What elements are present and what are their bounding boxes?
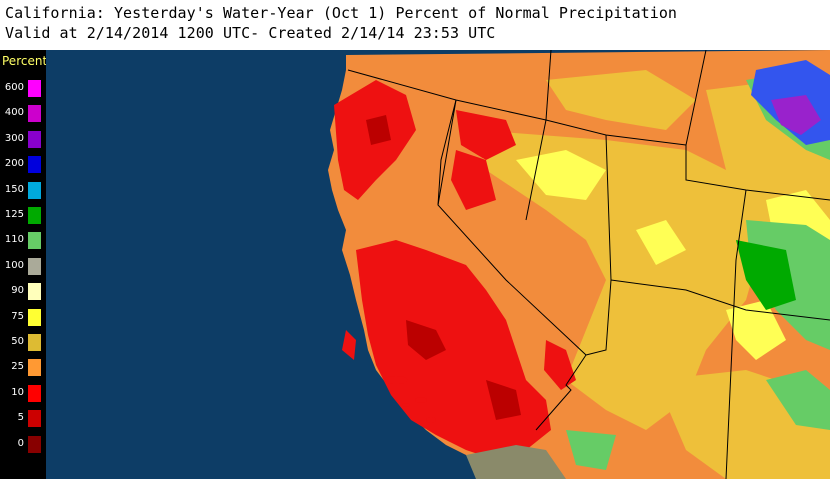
zone-300 <box>771 95 821 135</box>
legend-swatch-75 <box>28 308 41 326</box>
legend-swatch-10 <box>28 384 41 402</box>
legend-label-75: 75 <box>11 310 24 322</box>
zone-0-5 <box>366 115 521 420</box>
legend-swatch-400 <box>28 105 41 123</box>
precipitation-map <box>46 50 830 479</box>
map-header: California: Yesterday's Water-Year (Oct … <box>0 0 830 50</box>
legend-label-100: 100 <box>4 259 24 271</box>
state-borders <box>347 50 830 479</box>
legend-swatch-50 <box>28 334 41 351</box>
legend-label-5: 5 <box>17 412 24 424</box>
legend-label-150: 150 <box>4 183 24 195</box>
legend-label-10: 10 <box>11 386 24 398</box>
legend-label-90: 90 <box>11 285 24 297</box>
legend-swatch-110 <box>28 232 41 250</box>
legend-swatch-100 <box>28 257 41 275</box>
legend-swatch-5 <box>28 410 41 428</box>
channel-islands <box>384 376 436 423</box>
legend-swatch-125 <box>28 207 41 224</box>
legend-label-600: 600 <box>4 82 24 93</box>
legend-swatch-90 <box>28 283 41 301</box>
legend-label-25: 25 <box>11 361 24 373</box>
legend-swatch-200 <box>28 156 41 174</box>
mexico-area <box>466 445 566 479</box>
legend-swatch-600 <box>28 80 41 97</box>
map-title: California: Yesterday's Water-Year (Oct … <box>5 4 677 22</box>
legend-label-50: 50 <box>11 336 24 347</box>
legend-swatch-25 <box>28 359 41 377</box>
legend-label-200: 200 <box>4 158 24 170</box>
legend-label-125: 125 <box>4 209 24 220</box>
legend-swatch-300 <box>28 130 41 148</box>
legend-swatch-150 <box>28 181 41 199</box>
legend-swatch-0 <box>28 435 41 453</box>
legend-label-110: 110 <box>4 234 24 246</box>
map-canvas <box>46 50 830 479</box>
legend-label-0: 0 <box>17 437 24 449</box>
legend-label-400: 400 <box>4 107 24 119</box>
legend-label-300: 300 <box>4 132 24 144</box>
legend-title: Percent <box>2 54 48 68</box>
valid-time-text: Valid at 2/14/2014 1200 UTC- Created 2/1… <box>5 24 496 42</box>
color-legend: Percent 600 400 300 200 150 125 110 100 90 75 50 25… <box>0 50 48 479</box>
